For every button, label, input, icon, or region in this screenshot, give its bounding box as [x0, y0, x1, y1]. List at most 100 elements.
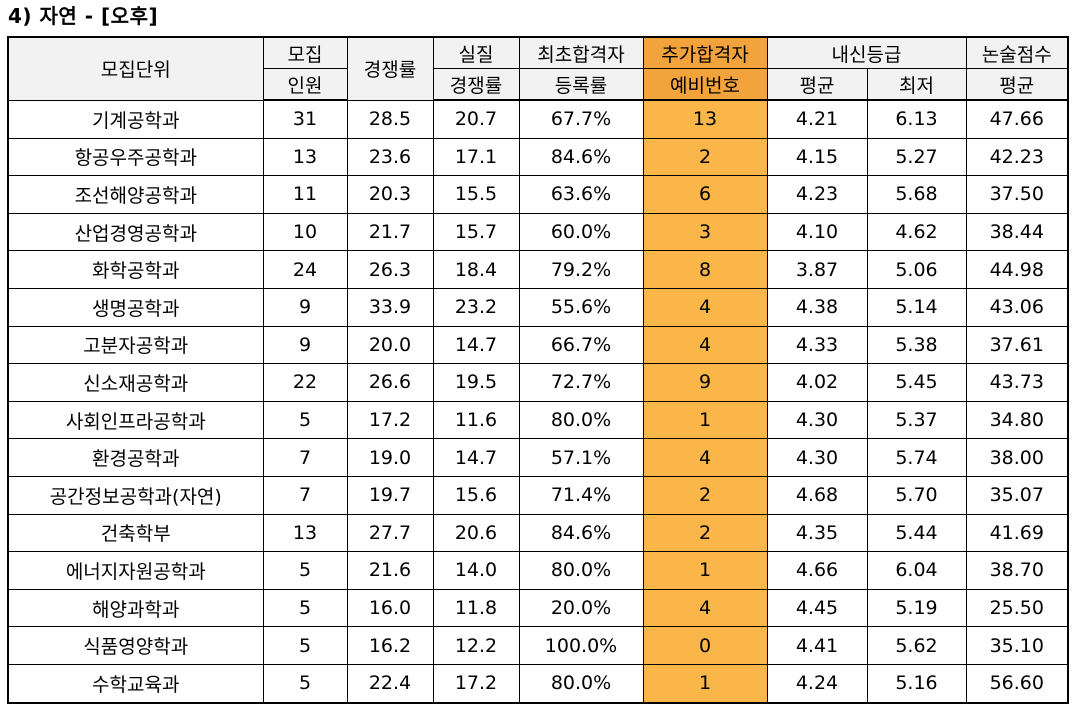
cell-grade-avg: 3.87	[766, 250, 868, 289]
cell-unit: 기계공학과	[7, 99, 264, 139]
cell-grade-avg: 4.68	[766, 475, 868, 515]
cell-essay-avg: 38.00	[965, 438, 1069, 477]
cell-competition: 16.0	[346, 588, 434, 628]
cell-unit: 공간정보공학과(자연)	[7, 475, 264, 515]
table-row: 기계공학과 31 28.5 20.7 67.7% 13 4.21 6.13 47.66	[7, 99, 1069, 139]
table-row: 산업경영공학과 10 21.7 15.7 60.0% 3 4.10 4.62 38.44	[7, 212, 1069, 252]
cell-grade-min: 4.62	[866, 212, 967, 252]
cell-essay-avg: 41.69	[965, 513, 1069, 553]
cell-real-competition: 11.6	[432, 400, 520, 440]
cell-competition: 26.3	[346, 250, 434, 289]
cell-essay-avg: 38.44	[965, 212, 1069, 252]
header-extra-pass-line1: 추가합격자	[642, 36, 768, 69]
cell-first-pass-rate: 55.6%	[518, 287, 644, 327]
cell-unit: 식품영양학과	[7, 626, 264, 665]
table-row: 수학교육과 5 22.4 17.2 80.0% 1 4.24 5.16 56.60	[7, 663, 1069, 704]
cell-grade-min: 5.37	[866, 400, 967, 440]
cell-grade-min: 5.19	[866, 588, 967, 628]
cell-first-pass-rate: 63.6%	[518, 175, 644, 214]
cell-grade-avg: 4.15	[766, 137, 868, 177]
cell-quota: 24	[262, 250, 348, 289]
cell-real-competition: 11.8	[432, 588, 520, 628]
table-row: 에너지자원공학과 5 21.6 14.0 80.0% 1 4.66 6.04 38.70	[7, 551, 1069, 590]
cell-quota: 9	[262, 325, 348, 365]
header-row-top: 모집단위 모집 경쟁률 실질 최초합격자 추가합격자 내신등급 논술점수	[7, 36, 1069, 101]
cell-competition: 17.2	[346, 400, 434, 440]
cell-competition: 21.7	[346, 212, 434, 252]
cell-first-pass-rate: 84.6%	[518, 513, 644, 553]
cell-competition: 28.5	[346, 99, 434, 139]
table-row: 항공우주공학과 13 23.6 17.1 84.6% 2 4.15 5.27 42.23	[7, 137, 1069, 177]
cell-essay-avg: 37.61	[965, 325, 1069, 365]
cell-quota: 5	[262, 588, 348, 628]
cell-essay-avg: 37.50	[965, 175, 1069, 214]
cell-quota: 7	[262, 475, 348, 515]
cell-unit: 산업경영공학과	[7, 212, 264, 252]
cell-unit: 건축학부	[7, 513, 264, 553]
cell-quota: 7	[262, 438, 348, 477]
cell-extra-pass: 2	[642, 475, 768, 515]
cell-quota: 5	[262, 551, 348, 590]
cell-competition: 22.4	[346, 663, 434, 704]
cell-essay-avg: 43.73	[965, 363, 1069, 402]
table-row: 생명공학과 9 33.9 23.2 55.6% 4 4.38 5.14 43.06	[7, 287, 1069, 327]
cell-competition: 33.9	[346, 287, 434, 327]
cell-extra-pass: 4	[642, 438, 768, 477]
cell-grade-avg: 4.02	[766, 363, 868, 402]
cell-first-pass-rate: 60.0%	[518, 212, 644, 252]
cell-extra-pass: 1	[642, 551, 768, 590]
cell-competition: 19.0	[346, 438, 434, 477]
cell-grade-min: 5.68	[866, 175, 967, 214]
cell-grade-min: 5.38	[866, 325, 967, 365]
table-row: 조선해양공학과 11 20.3 15.5 63.6% 6 4.23 5.68 37.50	[7, 175, 1069, 214]
header-quota-line2: 인원	[262, 68, 348, 101]
cell-extra-pass: 4	[642, 287, 768, 327]
cell-real-competition: 23.2	[432, 287, 520, 327]
cell-unit: 화학공학과	[7, 250, 264, 289]
cell-essay-avg: 35.10	[965, 626, 1069, 665]
cell-unit: 해양과학과	[7, 588, 264, 628]
cell-real-competition: 14.7	[432, 325, 520, 365]
cell-essay-avg: 38.70	[965, 551, 1069, 590]
cell-quota: 22	[262, 363, 348, 402]
cell-unit: 에너지자원공학과	[7, 551, 264, 590]
cell-grade-avg: 4.30	[766, 438, 868, 477]
cell-competition: 21.6	[346, 551, 434, 590]
cell-essay-avg: 42.23	[965, 137, 1069, 177]
cell-grade-min: 5.44	[866, 513, 967, 553]
cell-grade-avg: 4.10	[766, 212, 868, 252]
cell-grade-avg: 4.23	[766, 175, 868, 214]
cell-grade-avg: 4.33	[766, 325, 868, 365]
cell-real-competition: 15.7	[432, 212, 520, 252]
cell-quota: 5	[262, 663, 348, 704]
cell-first-pass-rate: 100.0%	[518, 626, 644, 665]
cell-first-pass-rate: 57.1%	[518, 438, 644, 477]
cell-real-competition: 15.6	[432, 475, 520, 515]
cell-real-competition: 20.6	[432, 513, 520, 553]
table-row: 식품영양학과 5 16.2 12.2 100.0% 0 4.41 5.62 35.10	[7, 626, 1069, 665]
cell-grade-min: 5.74	[866, 438, 967, 477]
cell-real-competition: 14.0	[432, 551, 520, 590]
cell-extra-pass: 0	[642, 626, 768, 665]
cell-essay-avg: 43.06	[965, 287, 1069, 327]
cell-real-competition: 20.7	[432, 99, 520, 139]
cell-real-competition: 15.5	[432, 175, 520, 214]
table-row: 신소재공학과 22 26.6 19.5 72.7% 9 4.02 5.45 43.73	[7, 363, 1069, 402]
cell-unit: 수학교육과	[7, 663, 264, 704]
cell-unit: 환경공학과	[7, 438, 264, 477]
cell-first-pass-rate: 80.0%	[518, 400, 644, 440]
cell-essay-avg: 25.50	[965, 588, 1069, 628]
cell-quota: 5	[262, 400, 348, 440]
cell-first-pass-rate: 71.4%	[518, 475, 644, 515]
cell-grade-min: 5.16	[866, 663, 967, 704]
header-row-bottom: 인원 경쟁률 등록률 예비번호 평균 최저 평균	[8, 68, 1069, 101]
cell-grade-min: 5.62	[866, 626, 967, 665]
cell-real-competition: 17.1	[432, 137, 520, 177]
cell-extra-pass: 2	[642, 513, 768, 553]
cell-grade-avg: 4.41	[766, 626, 868, 665]
cell-competition: 26.6	[346, 363, 434, 402]
cell-competition: 23.6	[346, 137, 434, 177]
header-competition: 경쟁률	[346, 36, 434, 101]
header-first-pass-line2: 등록률	[518, 68, 644, 101]
cell-first-pass-rate: 72.7%	[518, 363, 644, 402]
